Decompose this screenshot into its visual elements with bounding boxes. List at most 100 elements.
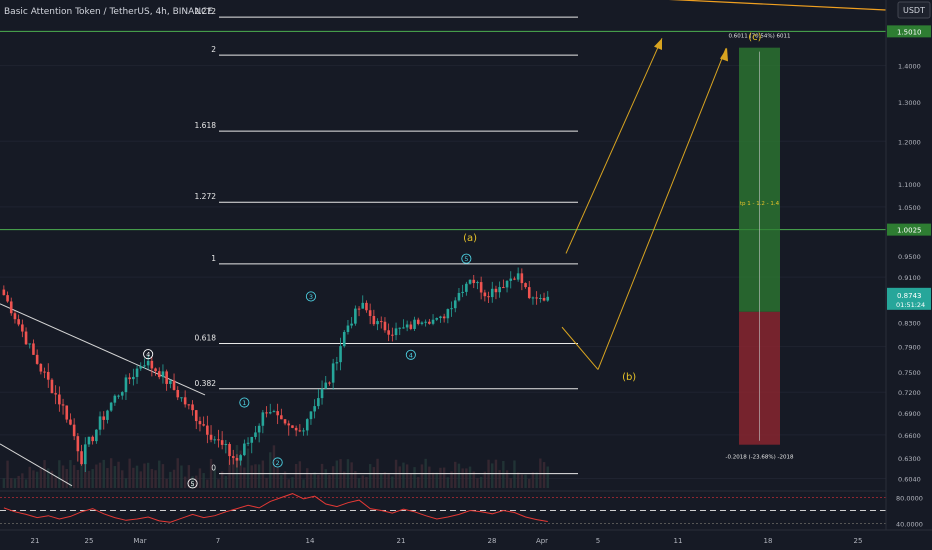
candle[interactable]: [146, 355, 150, 370]
candle[interactable]: [516, 267, 520, 282]
candle[interactable]: [472, 274, 476, 289]
wave-label-circled[interactable]: 4: [143, 349, 154, 360]
candle[interactable]: [483, 289, 487, 302]
candle[interactable]: [450, 301, 453, 317]
candle[interactable]: [72, 418, 76, 441]
candle[interactable]: [87, 436, 91, 447]
candlestick-series[interactable]: [2, 267, 550, 473]
candle[interactable]: [172, 373, 176, 391]
candle[interactable]: [6, 291, 9, 303]
candle[interactable]: [372, 309, 376, 326]
candle[interactable]: [379, 316, 383, 329]
candle[interactable]: [350, 317, 353, 329]
candle[interactable]: [132, 368, 135, 386]
wave-label-yellow[interactable]: (c): [748, 32, 761, 43]
candle[interactable]: [416, 317, 420, 326]
projection-arrow-up-1[interactable]: [565, 38, 663, 254]
candle[interactable]: [224, 439, 228, 454]
candle[interactable]: [239, 454, 242, 466]
wave-label-circled[interactable]: 4: [405, 349, 416, 360]
trend-lines[interactable]: [0, 0, 887, 487]
candle[interactable]: [58, 386, 61, 412]
candle[interactable]: [291, 425, 294, 429]
candle[interactable]: [24, 327, 28, 346]
candle[interactable]: [254, 426, 257, 440]
candle[interactable]: [479, 276, 483, 300]
candle[interactable]: [202, 416, 205, 427]
candle[interactable]: [513, 276, 516, 281]
candle[interactable]: [32, 339, 35, 355]
candle[interactable]: [65, 405, 69, 423]
candle[interactable]: [198, 416, 202, 432]
candle[interactable]: [368, 303, 372, 325]
candle[interactable]: [542, 292, 546, 302]
wave-labels[interactable]: 4 5 1 2 3 4 5 (a) (b) (c): [143, 32, 762, 489]
candle[interactable]: [520, 268, 524, 291]
candle[interactable]: [398, 327, 402, 336]
candle[interactable]: [91, 435, 94, 445]
candle[interactable]: [357, 306, 361, 317]
candle[interactable]: [17, 314, 20, 327]
candle[interactable]: [183, 390, 187, 408]
candle[interactable]: [209, 425, 213, 443]
candle[interactable]: [265, 406, 268, 418]
candle[interactable]: [191, 400, 194, 416]
candle[interactable]: [317, 388, 320, 410]
projection-leg-down[interactable]: [561, 326, 599, 370]
candle[interactable]: [387, 323, 390, 342]
candle[interactable]: [176, 386, 180, 401]
candle[interactable]: [453, 297, 457, 313]
candle[interactable]: [231, 449, 235, 465]
candle[interactable]: [535, 291, 538, 305]
candle[interactable]: [424, 319, 427, 327]
candle[interactable]: [420, 321, 424, 326]
currency-badge-box[interactable]: [897, 1, 931, 19]
candle[interactable]: [217, 429, 220, 448]
long-position-tool[interactable]: 0.6011 (70.54%) 6011 -0.2018 (-23.68%) -2…: [726, 34, 794, 461]
candle[interactable]: [302, 427, 305, 436]
candle[interactable]: [139, 362, 143, 371]
upper-orange-trendline[interactable]: [640, 0, 887, 11]
candle[interactable]: [39, 363, 43, 375]
candle[interactable]: [442, 313, 446, 323]
candle[interactable]: [505, 280, 509, 293]
candle[interactable]: [283, 419, 287, 426]
candle[interactable]: [487, 291, 490, 304]
descending-trendline[interactable]: [0, 303, 206, 396]
rsi-line[interactable]: [3, 493, 548, 523]
candle[interactable]: [465, 281, 468, 296]
candle[interactable]: [157, 367, 161, 380]
candle[interactable]: [335, 356, 339, 371]
candle[interactable]: [305, 418, 309, 436]
candle[interactable]: [539, 294, 542, 303]
wave-label-yellow[interactable]: (b): [622, 372, 636, 383]
level-price-tag[interactable]: 1.0025: [887, 223, 931, 236]
candle[interactable]: [361, 295, 365, 309]
level-price-tag[interactable]: 1.5010: [887, 25, 931, 38]
candle[interactable]: [527, 280, 531, 300]
candle[interactable]: [287, 420, 291, 436]
candle[interactable]: [257, 423, 261, 443]
candle[interactable]: [524, 282, 527, 289]
candle[interactable]: [143, 358, 146, 369]
wave-label-circled[interactable]: 5: [187, 478, 198, 489]
candle[interactable]: [235, 454, 239, 468]
candle[interactable]: [328, 381, 331, 386]
candle[interactable]: [80, 444, 83, 466]
candle[interactable]: [28, 343, 32, 349]
wave-label-circled[interactable]: 5: [461, 253, 472, 264]
candle[interactable]: [476, 280, 479, 290]
candle[interactable]: [509, 271, 513, 289]
candle[interactable]: [120, 391, 124, 400]
candle[interactable]: [309, 411, 313, 425]
candle[interactable]: [280, 408, 283, 420]
candle[interactable]: [331, 358, 335, 390]
candle[interactable]: [498, 281, 501, 298]
candle[interactable]: [391, 327, 394, 342]
candle[interactable]: [220, 431, 224, 450]
candle[interactable]: [461, 284, 464, 298]
candle[interactable]: [457, 288, 461, 302]
candle[interactable]: [342, 330, 346, 348]
